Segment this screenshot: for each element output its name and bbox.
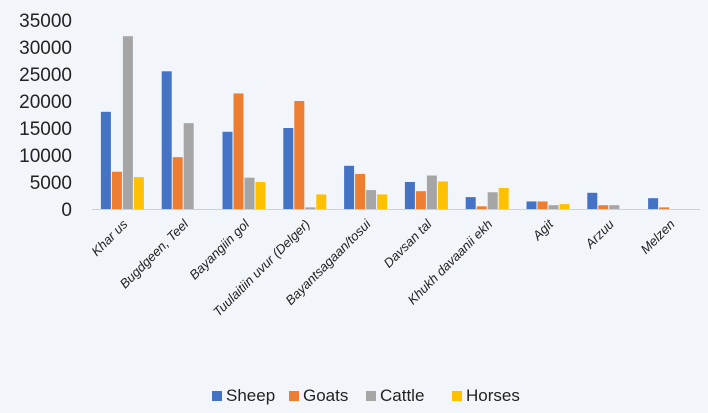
bar-sheep <box>283 128 294 209</box>
y-tick-label: 25000 <box>19 65 72 86</box>
bar-goats <box>294 101 305 209</box>
bar-horses <box>437 181 448 209</box>
y-tick-label: 5000 <box>30 173 72 194</box>
bar-sheep <box>100 111 111 209</box>
y-tick-label: 15000 <box>19 119 72 140</box>
bar-sheep <box>587 192 598 209</box>
bar-cattle <box>609 205 620 209</box>
x-category-label: Davsan tal <box>380 216 435 271</box>
bar-sheep <box>161 71 172 209</box>
y-tick-label: 35000 <box>19 11 72 32</box>
x-category-label: Agit <box>529 216 557 244</box>
bar-cattle <box>305 207 316 209</box>
legend-label-horses: Horses <box>466 386 520 405</box>
bar-cattle <box>366 190 377 209</box>
x-category-label: Khar us <box>88 216 131 259</box>
bar-cattle <box>426 175 437 209</box>
bar-sheep <box>465 197 476 209</box>
bar-sheep <box>222 131 233 209</box>
legend-swatch-goats <box>289 391 299 401</box>
x-category-label: Arzuu <box>582 217 617 252</box>
y-tick-label: 20000 <box>19 92 72 113</box>
bar-horses <box>316 194 327 209</box>
bar-goats <box>537 201 548 209</box>
bars <box>100 36 670 210</box>
bar-sheep <box>404 182 415 209</box>
legend-swatch-sheep <box>212 391 222 401</box>
bar-goats <box>659 207 670 209</box>
bar-cattle <box>487 192 498 209</box>
legend-label-cattle: Cattle <box>380 386 424 405</box>
bar-cattle <box>183 123 194 209</box>
y-tick-label: 10000 <box>19 146 72 167</box>
bar-cattle <box>548 205 559 209</box>
bar-horses <box>133 177 144 209</box>
bar-goats <box>415 191 426 209</box>
y-tick-label: 0 <box>61 200 72 221</box>
bar-goats <box>233 93 244 209</box>
bar-goats <box>111 171 122 209</box>
bar-cattle <box>122 36 133 210</box>
bar-horses <box>559 204 570 209</box>
bar-goats <box>355 173 366 209</box>
bar-horses <box>255 182 266 209</box>
legend: Sheep Goats Cattle Horses <box>212 386 520 405</box>
bar-horses <box>377 194 388 209</box>
bar-sheep <box>344 165 355 209</box>
y-axis-ticks: 0 5000 10000 15000 20000 25000 30000 35000 <box>19 11 72 221</box>
y-tick-label: 30000 <box>19 38 72 59</box>
bar-sheep <box>648 198 659 209</box>
legend-swatch-cattle <box>366 391 376 401</box>
bar-goats <box>598 205 609 209</box>
bar-horses <box>498 187 509 209</box>
legend-swatch-horses <box>452 391 462 401</box>
bar-sheep <box>526 201 537 209</box>
bar-goats <box>172 157 183 209</box>
bar-goats <box>476 206 487 209</box>
bar-cattle <box>244 177 255 209</box>
x-category-label: Bayangiin gol <box>186 216 253 283</box>
legend-label-goats: Goats <box>303 386 348 405</box>
legend-label-sheep: Sheep <box>226 386 275 405</box>
x-category-label: Melzen <box>637 217 677 257</box>
